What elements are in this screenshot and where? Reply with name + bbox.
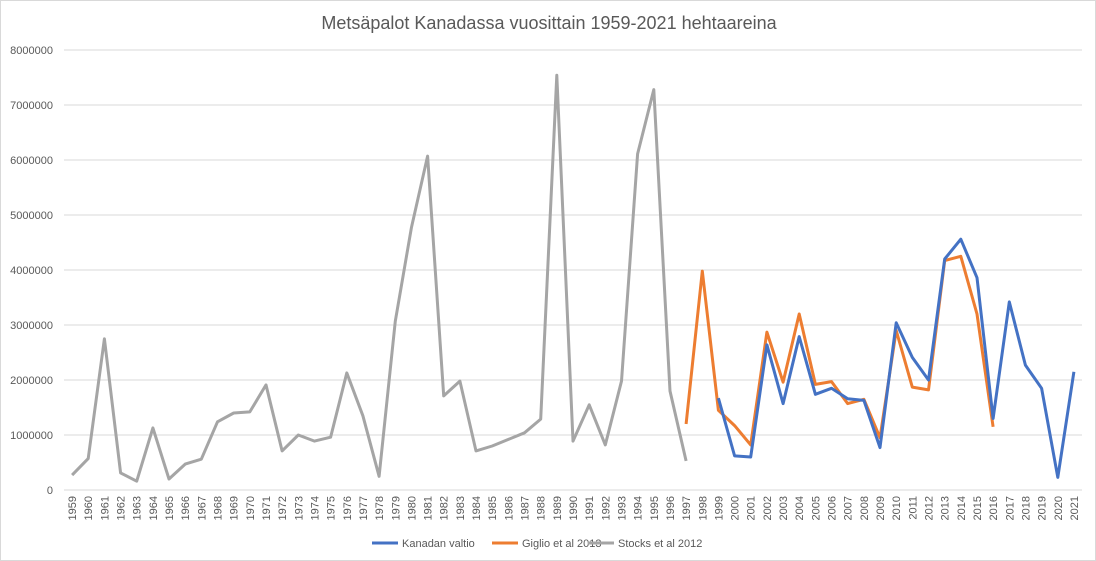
x-tick-label: 1960: [83, 496, 95, 520]
x-tick-label: 1990: [568, 496, 580, 520]
series-line-stocks-et-al-2012: [71, 73, 688, 483]
x-tick-label: 1973: [293, 496, 305, 520]
x-tick-label: 1995: [649, 496, 661, 520]
x-tick-label: 1976: [342, 496, 354, 520]
legend-label: Stocks et al 2012: [618, 538, 702, 550]
x-tick-label: 1963: [132, 496, 144, 520]
x-tick-label: 2004: [794, 496, 806, 520]
x-tick-label: 1993: [616, 496, 628, 520]
x-tick-label: 2005: [810, 496, 822, 520]
x-tick-label: 2015: [972, 496, 984, 520]
x-tick-label: 2014: [956, 496, 968, 520]
x-tick-label: 1969: [229, 496, 241, 520]
x-tick-label: 2008: [859, 496, 871, 520]
x-tick-label: 2021: [1069, 496, 1081, 520]
x-tick-label: 2009: [875, 496, 887, 520]
x-tick-label: 1975: [326, 496, 338, 520]
x-tick-label: 2013: [940, 496, 952, 520]
x-tick-label: 1967: [196, 496, 208, 520]
x-tick-label: 2016: [988, 496, 1000, 520]
x-tick-label: 1979: [390, 496, 402, 520]
y-tick-label: 3000000: [10, 320, 53, 332]
x-tick-label: 1964: [148, 496, 160, 520]
chart-title: Metsäpalot Kanadassa vuosittain 1959-202…: [321, 13, 777, 33]
x-tick-label: 1996: [665, 496, 677, 520]
y-tick-label: 1000000: [10, 430, 53, 442]
x-tick-label: 1961: [99, 496, 111, 520]
x-tick-label: 2019: [1037, 496, 1049, 520]
x-tick-label: 1994: [633, 496, 645, 520]
x-tick-label: 1978: [374, 496, 386, 520]
y-tick-label: 6000000: [10, 155, 53, 167]
x-tick-label: 2000: [730, 496, 742, 520]
x-tick-label: 1986: [503, 496, 515, 520]
x-tick-label: 2017: [1004, 496, 1016, 520]
x-tick-label: 1974: [309, 496, 321, 520]
x-tick-label: 1966: [180, 496, 192, 520]
x-tick-label: 1982: [439, 496, 451, 520]
x-tick-label: 1991: [584, 496, 596, 520]
series-line-kanadan-valtio: [716, 237, 1076, 479]
y-tick-label: 7000000: [10, 100, 53, 112]
y-tick-label: 2000000: [10, 375, 53, 387]
x-tick-label: 2012: [923, 496, 935, 520]
x-tick-label: 1981: [423, 496, 435, 520]
y-tick-label: 0: [47, 485, 53, 497]
x-tick-label: 1983: [455, 496, 467, 520]
legend-item: Stocks et al 2012: [588, 538, 702, 550]
x-tick-label: 1968: [213, 496, 225, 520]
y-tick-label: 4000000: [10, 265, 53, 277]
y-tick-label: 8000000: [10, 45, 53, 57]
x-tick-label: 1989: [552, 496, 564, 520]
x-tick-label: 1977: [358, 496, 370, 520]
x-tick-label: 1959: [67, 496, 79, 520]
x-tick-label: 1998: [697, 496, 709, 520]
x-tick-label: 1972: [277, 496, 289, 520]
x-tick-label: 1965: [164, 496, 176, 520]
x-tick-label: 2018: [1020, 496, 1032, 520]
x-tick-label: 1992: [600, 496, 612, 520]
series-line-giglio-et-al-2013: [684, 254, 995, 447]
x-tick-label: 2007: [843, 496, 855, 520]
legend-label: Giglio et al 2013: [522, 538, 602, 550]
x-tick-label: 2002: [762, 496, 774, 520]
x-tick-label: 1971: [261, 496, 273, 520]
x-tick-label: 2020: [1053, 496, 1065, 520]
x-tick-label: 2010: [891, 496, 903, 520]
x-tick-label: 2003: [778, 496, 790, 520]
x-tick-label: 1988: [536, 496, 548, 520]
legend-item: Giglio et al 2013: [492, 538, 602, 550]
legend-label: Kanadan valtio: [402, 538, 475, 550]
x-tick-label: 1980: [406, 496, 418, 520]
x-tick-label: 2011: [907, 496, 919, 520]
x-tick-label: 1985: [487, 496, 499, 520]
x-tick-label: 2001: [746, 496, 758, 520]
x-tick-label: 2006: [827, 496, 839, 520]
x-tick-label: 1987: [520, 496, 532, 520]
x-tick-label: 1970: [245, 496, 257, 520]
x-tick-label: 1999: [713, 496, 725, 520]
y-tick-label: 5000000: [10, 210, 53, 222]
x-tick-label: 1997: [681, 496, 693, 520]
legend-item: Kanadan valtio: [372, 538, 475, 550]
x-tick-label: 1962: [116, 496, 128, 520]
x-tick-label: 1984: [471, 496, 483, 520]
